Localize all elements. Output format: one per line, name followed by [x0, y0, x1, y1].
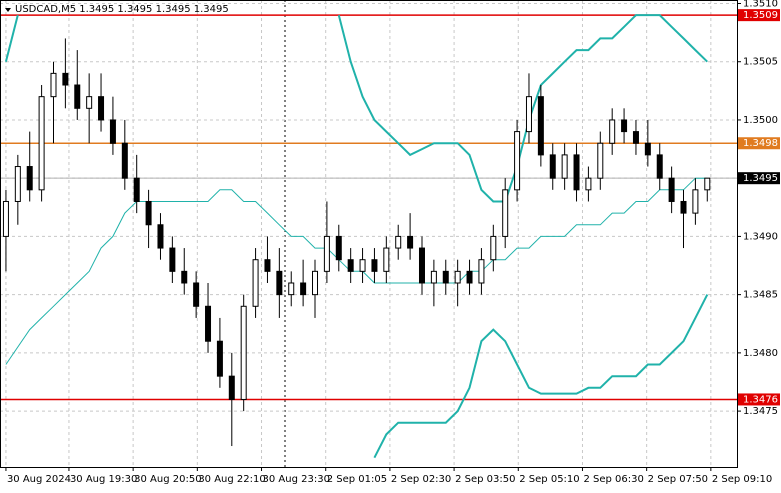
candle-body	[597, 142, 604, 179]
y-tick-label: 1.3485	[743, 290, 778, 301]
candle-body	[50, 72, 57, 98]
candle-body	[145, 200, 152, 226]
candle-body	[621, 119, 628, 133]
candle-body	[418, 247, 425, 284]
candle-body	[62, 72, 69, 86]
candle-body	[525, 96, 532, 133]
candle-body	[300, 282, 307, 296]
candle-body	[26, 166, 33, 191]
candle-body	[383, 247, 390, 272]
candle-body	[14, 166, 21, 202]
x-tick-label: 2 Sep 05:10	[519, 474, 579, 485]
x-tick-label: 30 Aug 23:30	[263, 474, 330, 485]
band-line	[373, 294, 709, 459]
candle-body	[359, 259, 366, 272]
y-tick-label: 1.3490	[743, 231, 778, 242]
candle-body	[704, 177, 711, 191]
level-label-box	[738, 9, 780, 22]
x-tick-label: 2 Sep 06:30	[583, 474, 643, 485]
x-tick-label: 30 Aug 20:50	[134, 474, 201, 485]
candle-body	[312, 270, 319, 296]
level-label-box	[738, 393, 780, 406]
x-tick-label: 2 Sep 02:30	[391, 474, 451, 485]
x-tick-label: 30 Aug 2024	[7, 474, 71, 485]
menu-arrow[interactable]	[5, 8, 11, 12]
candle-body	[109, 119, 116, 144]
candle-body	[193, 282, 200, 307]
candle-body	[466, 270, 473, 284]
candle-body	[216, 340, 223, 377]
y-tick-label: 1.3505	[743, 57, 778, 68]
candle-body	[205, 305, 212, 342]
plot-border	[0, 0, 738, 468]
x-tick-label: 2 Sep 01:05	[327, 474, 387, 485]
candle-body	[121, 142, 128, 179]
x-tick-label: 2 Sep 09:10	[712, 474, 772, 485]
candle-body	[561, 154, 568, 179]
candle-body	[609, 119, 616, 144]
candle-body	[490, 235, 497, 261]
band-line	[5, 177, 708, 365]
candle-body	[228, 375, 235, 400]
candle-body	[240, 305, 247, 400]
candle-body	[502, 189, 509, 237]
candle-body	[537, 96, 544, 156]
x-tick-label: 30 Aug 19:30	[70, 474, 137, 485]
level-label: 1.3476	[743, 394, 778, 405]
candle-body	[181, 270, 188, 284]
last-price-label: 1.3495	[743, 173, 778, 184]
candle-body	[2, 200, 9, 237]
last-price-box	[738, 172, 780, 185]
candle-body	[264, 259, 271, 272]
plot-area	[0, 0, 737, 467]
candle-body	[632, 131, 639, 144]
candle-body	[644, 142, 651, 156]
candle-body	[549, 154, 556, 179]
candle-body	[98, 96, 105, 121]
candle-body	[169, 247, 176, 272]
candle-body	[335, 235, 342, 261]
candle-body	[442, 270, 449, 284]
candle-body	[668, 177, 675, 202]
candle-body	[371, 259, 378, 272]
candle-body	[573, 154, 580, 191]
candle-body	[86, 96, 93, 109]
candle-body	[74, 84, 81, 109]
y-tick-label: 1.3480	[743, 348, 778, 359]
candle-body	[585, 177, 592, 191]
candle-body	[252, 259, 259, 307]
candle-body	[478, 259, 485, 284]
y-tick-label: 1.3500	[743, 115, 778, 126]
candle-body	[323, 235, 330, 272]
candle-body	[656, 154, 663, 179]
chart-title: USDCAD,M5 1.3495 1.3495 1.3495 1.3495	[15, 4, 229, 15]
band-line	[4, 14, 708, 203]
x-tick-label: 2 Sep 03:50	[455, 474, 515, 485]
x-tick-label: 30 Aug 22:10	[198, 474, 265, 485]
candle-body	[454, 270, 461, 284]
candle-body	[395, 235, 402, 249]
level-label-box	[738, 137, 780, 150]
level-label: 1.3509	[743, 10, 778, 21]
candle-body	[276, 270, 283, 296]
candle-body	[38, 96, 45, 191]
candle-body	[133, 177, 140, 202]
candle-body	[407, 235, 414, 249]
x-tick-label: 2 Sep 07:50	[648, 474, 708, 485]
y-tick-label: 1.3510	[743, 0, 778, 9]
candle-body	[347, 259, 354, 272]
candle-body	[430, 270, 437, 284]
candle-body	[680, 200, 687, 214]
candle-body	[288, 282, 295, 296]
candle-body	[692, 189, 699, 214]
candle-body	[157, 224, 164, 249]
candle-body	[514, 131, 521, 191]
level-label: 1.3498	[743, 138, 778, 149]
y-tick-label: 1.3475	[743, 406, 778, 417]
